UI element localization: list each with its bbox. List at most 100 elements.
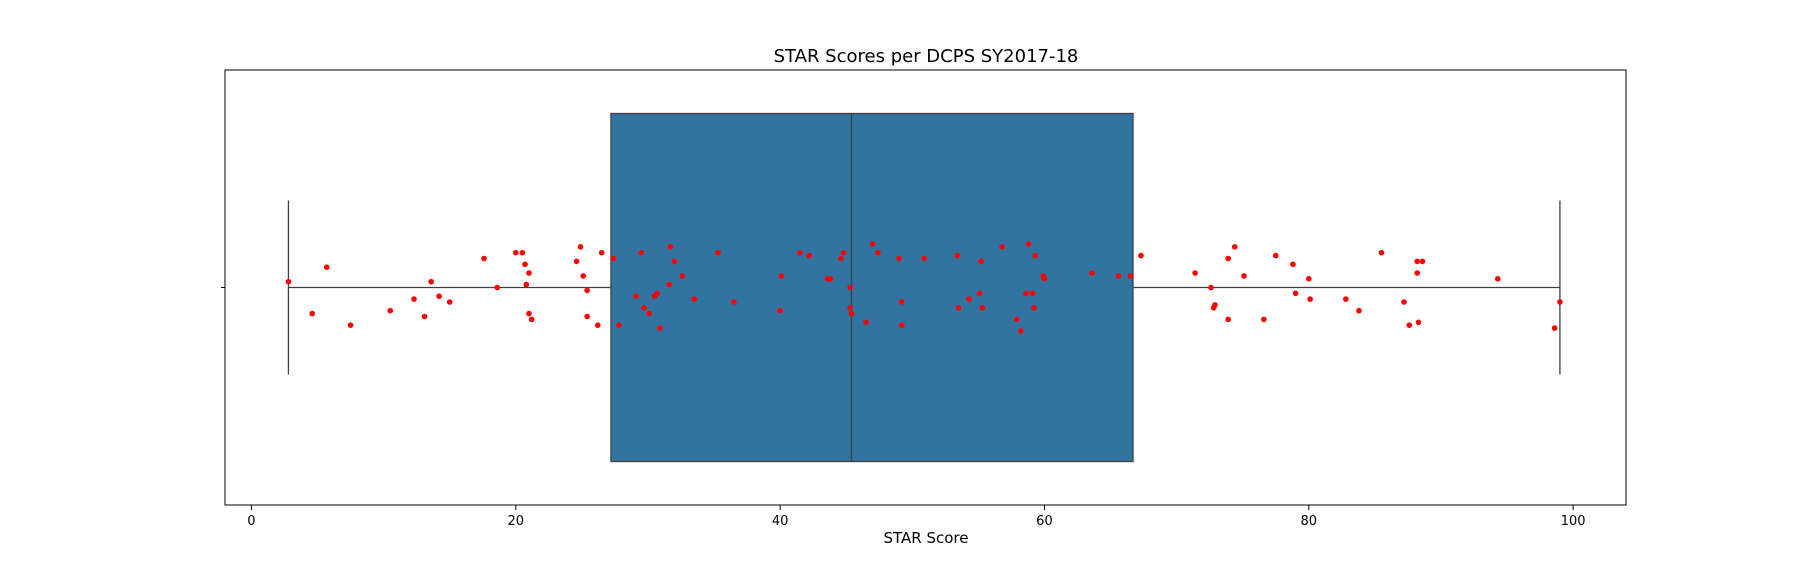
data-point [526,270,532,276]
x-tick-label: 60 [1036,514,1053,529]
data-point [519,249,526,256]
data-point [840,249,847,256]
data-point [1241,273,1247,279]
data-point [1225,316,1231,323]
data-point [633,293,639,300]
data-point [573,258,580,265]
data-point [838,255,844,262]
data-point [638,249,645,256]
data-point [1225,255,1231,262]
data-point [1261,316,1267,323]
data-point [1029,290,1036,297]
data-point [777,307,783,314]
data-point [522,261,528,268]
data-point [657,325,663,331]
plot-area [285,112,1563,463]
data-point [1192,270,1198,276]
data-point [610,255,617,262]
data-point [979,305,986,311]
data-point [526,310,532,317]
data-point [1415,319,1422,326]
data-point [976,290,983,297]
data-point [654,290,660,297]
data-point [898,299,905,305]
data-point [1343,296,1349,302]
data-point [1414,258,1420,265]
data-point [584,287,590,294]
data-point [1025,241,1032,247]
data-point [1272,252,1279,259]
data-point [999,244,1005,250]
data-point [1305,276,1312,282]
data-point [731,299,737,305]
data-point [666,281,672,288]
data-point [528,316,535,323]
data-point [428,278,434,285]
data-point [955,305,962,311]
data-point [309,310,316,317]
data-point [323,264,330,271]
iqr-box [610,112,1134,463]
data-point [1378,249,1385,256]
x-tick-label: 80 [1301,514,1318,529]
data-point [806,252,812,259]
data-point [691,296,698,302]
data-point [1406,322,1413,329]
data-point [847,305,853,311]
data-point [896,255,902,262]
x-tick-label: 100 [1561,514,1586,529]
data-point [494,284,501,291]
data-point [921,255,927,262]
data-point [797,249,803,256]
data-point [580,273,586,279]
x-axis: 0 20 40 60 80 100 [247,505,1586,529]
data-point [1031,305,1037,311]
data-point [1023,290,1029,297]
data-point [598,249,605,256]
data-point [1419,258,1426,265]
data-point [481,255,487,262]
data-point [778,273,785,279]
data-point [1557,299,1563,305]
data-point [584,313,590,320]
data-point [679,273,686,279]
data-point [1208,284,1214,291]
data-point [512,249,519,256]
data-point [1551,325,1558,331]
data-point [978,258,984,265]
x-axis-label: STAR Score [884,529,969,547]
data-point [827,276,834,282]
data-point [436,293,442,300]
data-point [1401,299,1407,305]
data-point [347,322,354,329]
data-point [1414,270,1420,276]
data-point [523,281,530,288]
data-point [1138,252,1144,259]
x-tick-label: 20 [508,514,525,529]
strip-points [285,241,1563,334]
data-point [667,244,674,250]
data-point [1290,261,1296,268]
data-point [898,322,905,329]
x-tick-label: 0 [247,514,255,529]
data-point [848,310,855,317]
data-point [869,241,876,247]
data-point [847,284,853,291]
data-point [285,278,292,285]
data-point [594,322,601,329]
data-point [863,319,869,326]
data-point [1307,296,1313,302]
data-point [1017,328,1024,334]
data-point [715,249,721,256]
data-point [954,252,961,259]
data-point [446,299,453,305]
data-point [1292,290,1299,297]
data-point [411,296,417,302]
data-point [577,244,584,250]
data-point [1089,270,1095,276]
data-point [1013,316,1020,323]
data-point [1494,276,1501,282]
data-point [966,296,972,302]
data-point [1032,252,1039,259]
